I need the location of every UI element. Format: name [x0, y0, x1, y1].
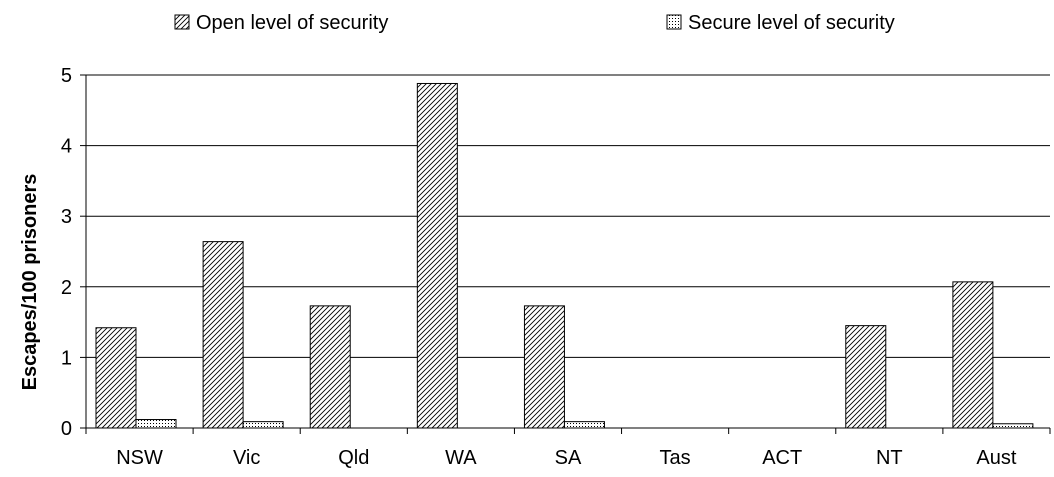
x-tick-label: WA — [445, 447, 477, 469]
y-tick-label: 5 — [61, 65, 72, 87]
legend-swatch-open — [174, 14, 190, 30]
bar-open-vic — [202, 241, 244, 429]
x-tick-label: Vic — [233, 447, 260, 469]
bar-secure-sa — [563, 421, 605, 429]
axes — [80, 74, 1051, 434]
legend: Open level of security Secure level of s… — [174, 12, 895, 34]
x-tick-label: Qld — [338, 447, 369, 469]
y-tick-label: 1 — [61, 347, 72, 369]
legend-swatch-secure — [666, 14, 682, 30]
x-tick-label: NSW — [116, 447, 163, 469]
bar-open-nsw — [95, 327, 137, 429]
bar-open-aust — [952, 281, 994, 429]
bars — [95, 82, 1034, 429]
legend-label-open: Open level of security — [196, 12, 388, 34]
y-tick-label: 3 — [61, 206, 72, 228]
bar-secure-nsw — [135, 419, 177, 429]
x-tick-label: Aust — [976, 447, 1016, 469]
bar-open-sa — [523, 305, 565, 429]
x-tick-label: ACT — [762, 447, 802, 469]
x-tick-labels: NSW Vic Qld WA SA Tas ACT NT Aust — [116, 447, 1017, 469]
bar-secure-vic — [242, 421, 284, 429]
y-axis-title: Escapes/100 prisoners — [19, 174, 41, 391]
x-tick-label: SA — [555, 447, 582, 469]
y-tick-label: 4 — [61, 136, 72, 158]
y-tick-label: 2 — [61, 277, 72, 299]
bar-open-wa — [416, 82, 458, 429]
bar-open-nt — [845, 325, 887, 429]
y-tick-label: 0 — [61, 418, 72, 440]
x-tick-label: NT — [876, 447, 903, 469]
gridlines — [86, 74, 1050, 358]
legend-label-secure: Secure level of security — [688, 12, 895, 34]
bar-secure-aust — [992, 423, 1034, 429]
y-tick-labels: 0 1 2 3 4 5 — [61, 65, 72, 440]
x-tick-label: Tas — [660, 447, 691, 469]
bar-open-qld — [309, 305, 351, 429]
